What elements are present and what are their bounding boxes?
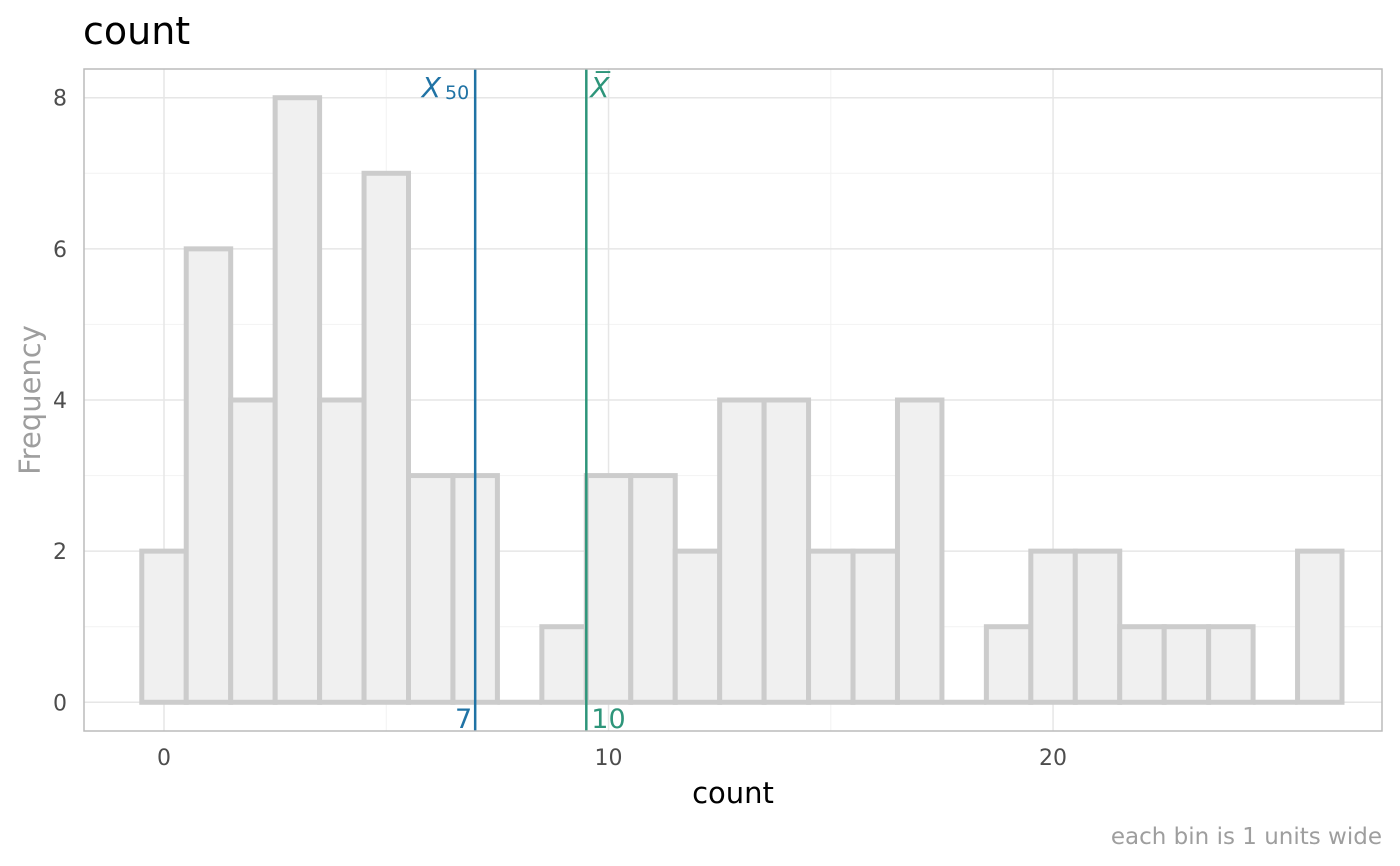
x-axis-label: count [692, 776, 774, 810]
y-tick-label: 0 [53, 691, 67, 716]
histogram-bar [1295, 548, 1345, 705]
histogram-bar [272, 95, 323, 705]
y-tick-label: 4 [53, 389, 67, 414]
histogram-bar [761, 397, 812, 705]
chart-title: count [83, 9, 190, 53]
histogram-bar [183, 246, 234, 705]
histogram-bar [228, 397, 278, 705]
histogram-bar [1117, 624, 1167, 705]
x-tick-label: 10 [595, 746, 623, 771]
histogram-bar [806, 548, 856, 705]
y-axis-ticks: 0 2 4 6 8 [53, 87, 67, 717]
histogram-bar [361, 170, 411, 705]
histogram-bar [1028, 548, 1078, 705]
histogram-bar [983, 624, 1034, 705]
x-tick-label: 0 [157, 746, 171, 771]
x-axis-ticks: 0 10 20 [157, 746, 1067, 771]
histogram-bar [672, 548, 723, 705]
histogram-bars [139, 95, 1345, 705]
histogram-bar [539, 624, 589, 705]
median-value-label: 7 [455, 704, 472, 735]
histogram-bar [139, 548, 189, 705]
y-tick-label: 6 [53, 238, 67, 263]
histogram-bar [850, 548, 900, 705]
chart-caption: each bin is 1 units wide [1111, 824, 1382, 850]
y-axis-label: Frequency [13, 325, 47, 475]
histogram-bar [1206, 624, 1256, 705]
histogram-bar [1161, 624, 1212, 705]
x-tick-label: 20 [1039, 746, 1067, 771]
histogram-bar [406, 473, 456, 705]
mean-value-label: 10 [591, 704, 625, 735]
histogram-bar [1072, 548, 1123, 705]
histogram-bar [717, 397, 767, 705]
panel-border [83, 68, 1383, 732]
histogram-bar [317, 397, 367, 705]
mean-label: X̅ [588, 70, 611, 104]
histogram-bar [628, 473, 678, 705]
y-tick-label: 8 [53, 87, 67, 112]
histogram-bar [583, 473, 634, 705]
median-label: X 50 [420, 71, 469, 104]
histogram-bar [894, 397, 945, 705]
y-tick-label: 2 [53, 540, 67, 565]
